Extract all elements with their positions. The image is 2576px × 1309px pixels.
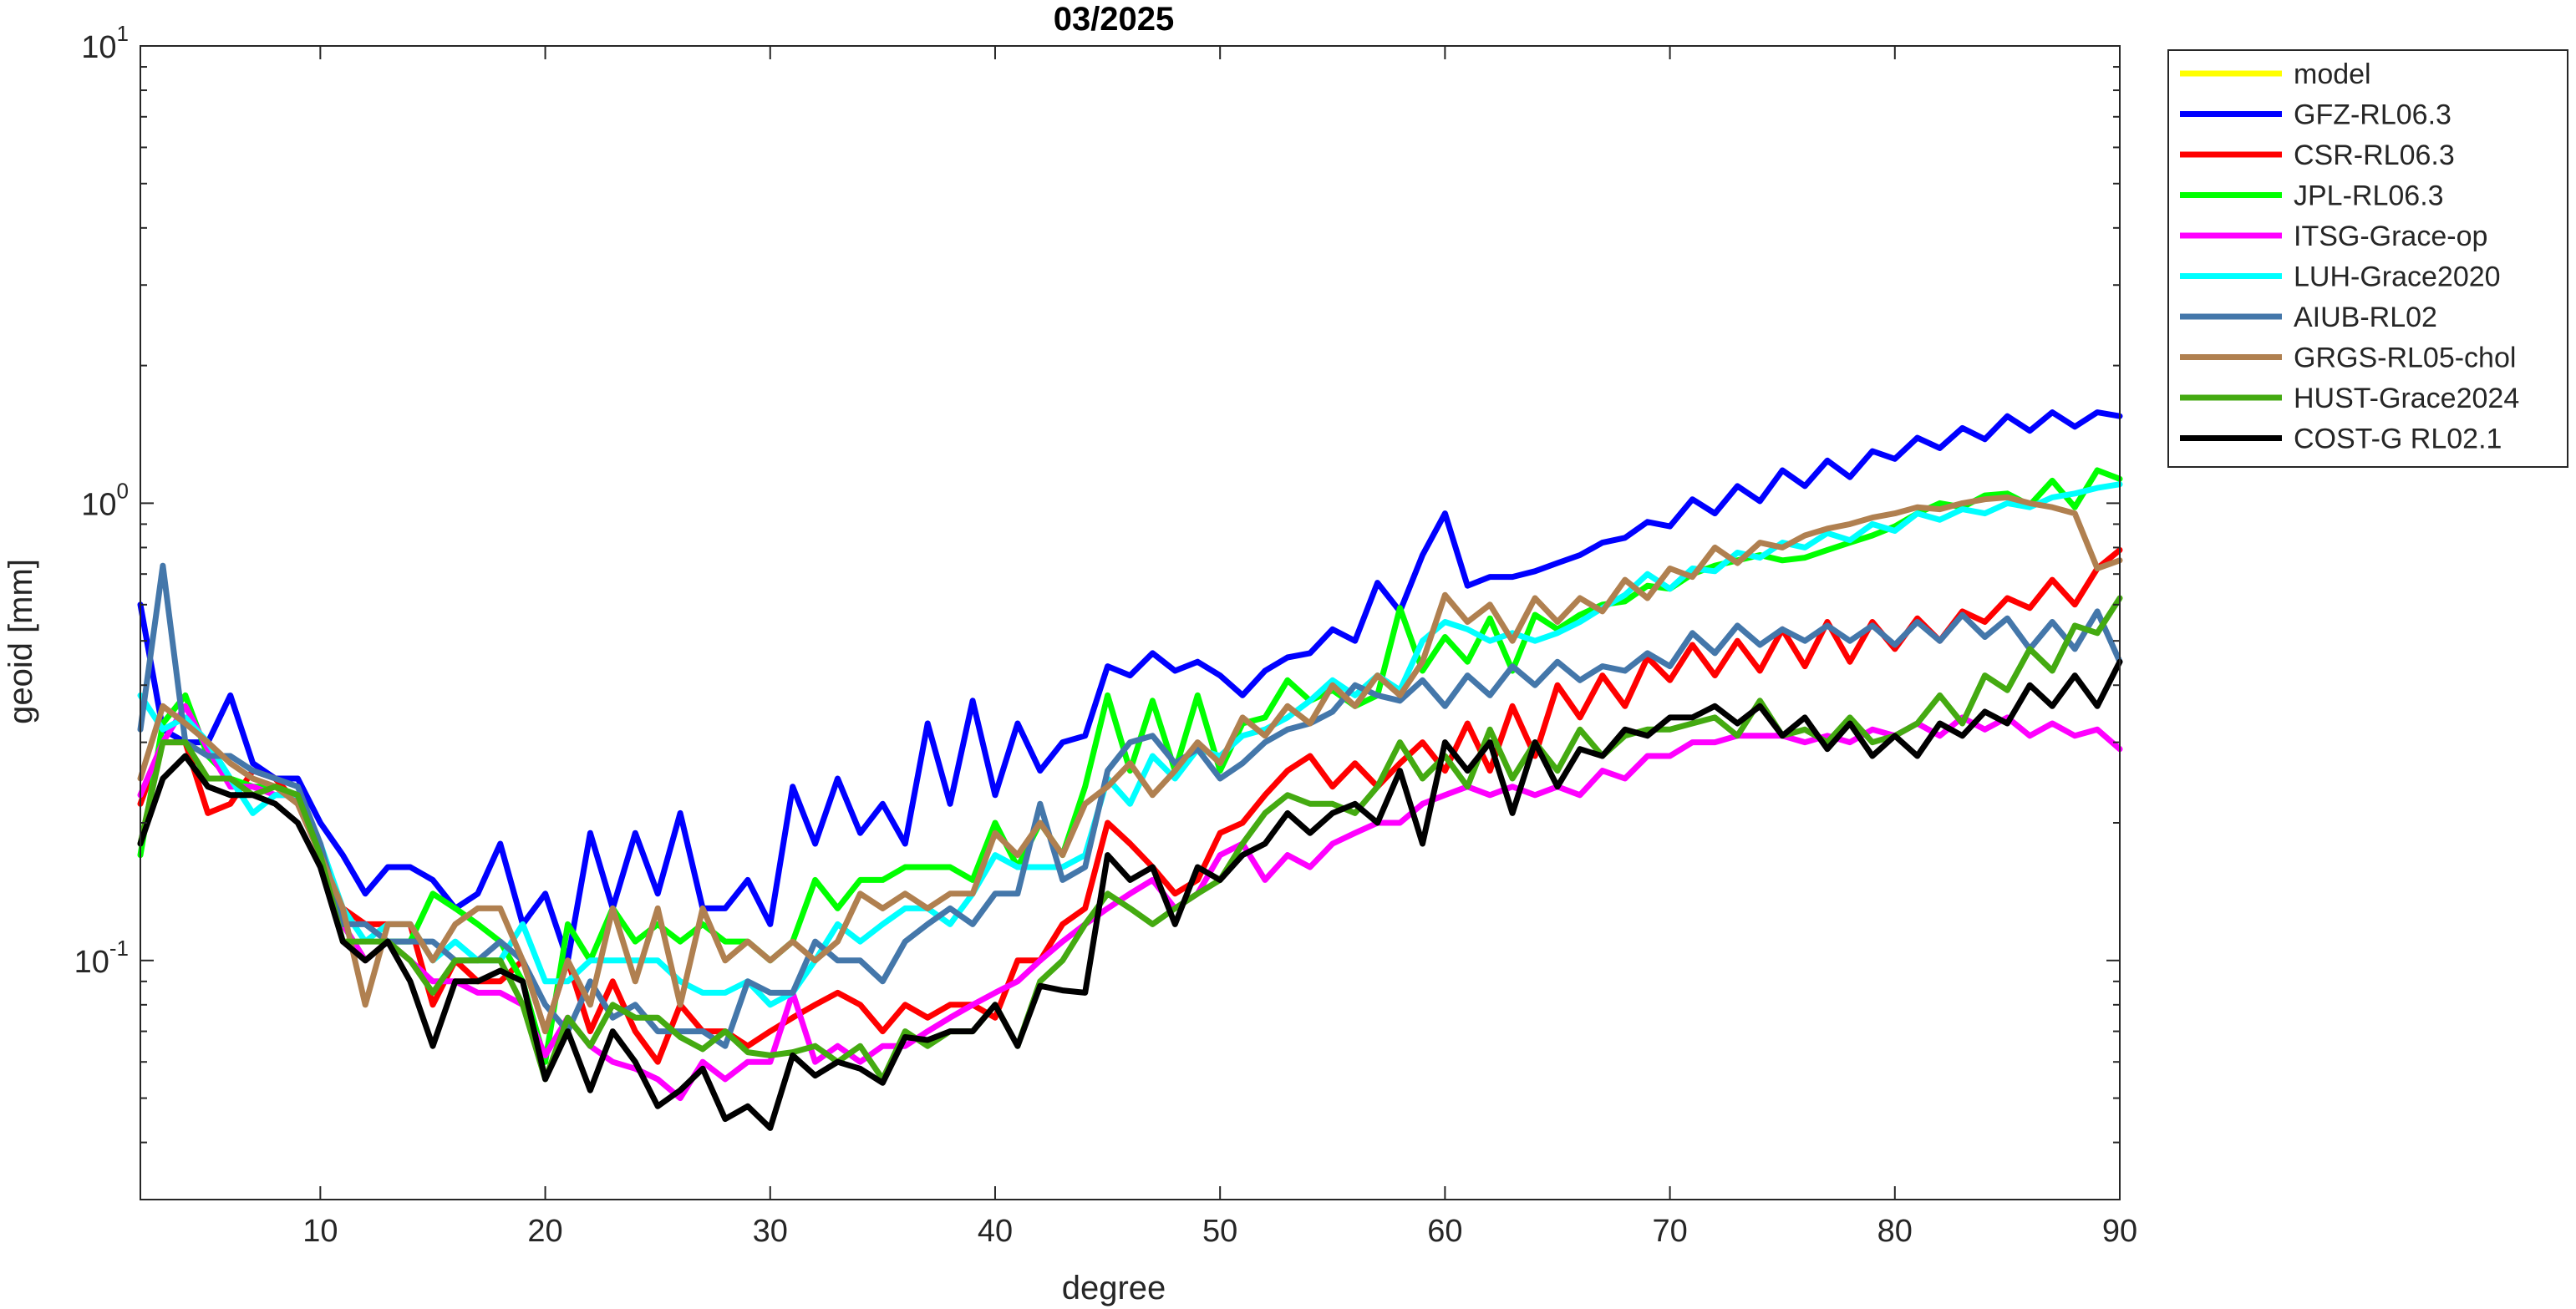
legend-label: AIUB-RL02 [2294, 302, 2437, 333]
series-line-csr-rl06-3 [137, 546, 2123, 1065]
legend-label: GFZ-RL06.3 [2294, 99, 2452, 131]
series-line-itsg-grace-op [137, 703, 2123, 1102]
series-line-gfz-rl06-3 [137, 409, 2123, 964]
legend-label: GRGS-RL05-chol [2294, 342, 2516, 374]
series-line-cost-g-rl02-1 [137, 658, 2123, 1131]
y-tick-label: 101 [81, 21, 129, 65]
x-tick-label: 90 [2102, 1214, 2137, 1249]
x-tick-label: 50 [1202, 1214, 1237, 1249]
x-tick-label: 30 [753, 1214, 788, 1249]
x-tick-label: 20 [527, 1214, 562, 1249]
x-axis-label: degree [1062, 1270, 1166, 1306]
x-tick-label: 60 [1427, 1214, 1462, 1249]
legend-label: HUST-Grace2024 [2294, 383, 2519, 414]
x-tick-label: 80 [1877, 1214, 1913, 1249]
plot-background [140, 46, 2120, 1200]
series-line-jpl-rl06-3 [137, 467, 2123, 1065]
x-tick-label: 40 [978, 1214, 1013, 1249]
legend-label: LUH-Grace2020 [2294, 261, 2501, 293]
y-tick-label: 100 [81, 478, 129, 522]
x-tick-label: 10 [302, 1214, 338, 1249]
chart-title: 03/2025 [1054, 1, 1175, 38]
legend-label: ITSG-Grace-op [2294, 221, 2487, 252]
y-tick-label: 10-1 [74, 936, 129, 980]
legend-label: JPL-RL06.3 [2294, 180, 2444, 212]
series-line-hust-grace2024 [137, 595, 2123, 1083]
series-layer [137, 409, 2123, 1131]
y-axis-label: geoid [mm] [3, 559, 39, 724]
series-line-grgs-rl05-chol [137, 494, 2123, 1035]
legend-label: COST-G RL02.1 [2294, 424, 2502, 455]
legend-label: model [2294, 58, 2371, 90]
legend: model GFZ-RL06.3 CSR-RL06.3 JPL-RL06.3 ITSG-… [2167, 49, 2568, 468]
legend-label: CSR-RL06.3 [2294, 140, 2455, 171]
tick-layer: 10 20 30 40 50 60 70 80 90 10-1 100 101 [74, 21, 2138, 1249]
axes-box [140, 45, 2121, 1200]
plot-area [140, 46, 2120, 1200]
x-tick-label: 70 [1652, 1214, 1687, 1249]
